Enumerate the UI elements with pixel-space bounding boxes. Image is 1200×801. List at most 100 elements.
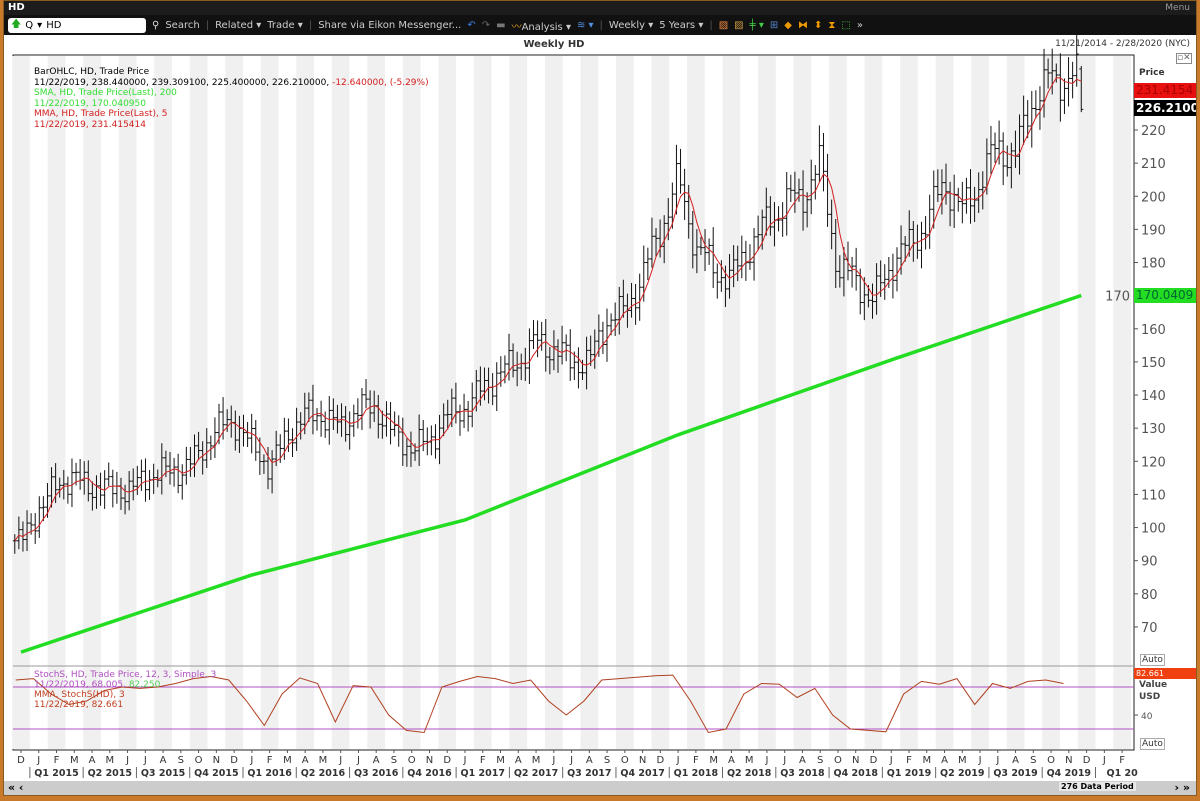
mma-badge: 231.4154 [1134, 83, 1196, 98]
chart-style-icon[interactable]: ▨ [734, 19, 744, 31]
select-icon[interactable]: ⬚ [841, 19, 851, 31]
expand-vertical-icon[interactable]: ⬍ [813, 19, 823, 31]
quarter-label: Q3 2017 [567, 768, 611, 779]
analysis-label: Analysis ▾ [521, 21, 571, 33]
month-label: O [834, 755, 842, 766]
trade-menu[interactable]: Trade ▾ [267, 19, 303, 31]
restore-icon[interactable]: ▫✕ [1176, 53, 1192, 64]
month-stripe [651, 56, 670, 749]
crosshair-icon[interactable]: ╪ ▾ [749, 19, 764, 31]
month-label: A [1012, 755, 1019, 766]
price-tick-label: 170 [1105, 290, 1130, 305]
price-tick-label: 140 [1141, 389, 1166, 404]
legend-mma-values: 11/22/2019, 231.415414 [34, 119, 146, 130]
month-stripe [722, 56, 741, 749]
month-label: A [941, 755, 948, 766]
month-stripe [1006, 56, 1025, 749]
legend-bar-name: BarOHLC, HD, Trade Price [34, 67, 150, 77]
share-button[interactable]: Share via Eikon Messenger... [318, 19, 462, 31]
month-stripe [189, 56, 208, 749]
month-label: J [463, 755, 467, 766]
month-label: J [249, 755, 253, 766]
month-label: F [1119, 755, 1125, 766]
month-label: O [195, 755, 203, 766]
month-stripe [473, 56, 492, 749]
price-tick-label: 80 [1141, 588, 1158, 603]
month-label: J [995, 755, 999, 766]
quarter-label: Q4 2018 [834, 768, 879, 779]
legend-stoch-values: 11/22/2019, 68.005, 82.250 [34, 680, 216, 690]
month-stripe [580, 56, 599, 749]
month-label: M [70, 755, 79, 766]
price-tick-label: 110 [1141, 488, 1166, 503]
month-stripe [1042, 56, 1060, 749]
month-label: M [745, 755, 754, 766]
month-label: S [604, 755, 610, 766]
analysis-menu[interactable]: 〰Analysis ▾ [512, 18, 571, 33]
stoch-auto-button[interactable]: Auto [1140, 738, 1165, 750]
compress-vertical-icon[interactable]: ⧗ [828, 19, 836, 31]
month-label: A [160, 755, 167, 766]
month-label: J [978, 755, 982, 766]
scroll-left-icon[interactable]: « ‹ [8, 781, 24, 794]
month-label: J [1102, 755, 1106, 766]
line-chart-icon[interactable]: ▨ [718, 19, 729, 31]
expand-horizontal-icon[interactable]: ◆ [784, 19, 792, 31]
analysis-icon: 〰 [511, 21, 522, 33]
month-label: S [391, 755, 397, 766]
stoch-unit-label: USD [1139, 692, 1161, 702]
price-tick-label: 200 [1141, 190, 1166, 205]
menu-button[interactable]: Menu [1165, 3, 1190, 13]
price-tick-label: 100 [1141, 522, 1166, 537]
quarter-label: Q2 2017 [514, 768, 558, 779]
quarter-label: Q2 2019 [940, 768, 984, 779]
period-select[interactable]: 5 Years ▾ [659, 19, 704, 31]
search-button[interactable]: Search [165, 19, 200, 31]
interval-select[interactable]: Weekly ▾ [608, 19, 654, 31]
quarter-label: Q4 2017 [620, 768, 664, 779]
month-label: M [319, 755, 328, 766]
price-axis-label: Price [1139, 68, 1165, 78]
related-menu[interactable]: Related ▾ [215, 19, 262, 31]
ric-input[interactable] [46, 19, 127, 31]
dropdown-icon[interactable]: ▾ [37, 19, 43, 31]
zoom-box-icon[interactable]: ⊞ [769, 19, 779, 31]
folder-icon[interactable]: ▬ [496, 19, 506, 31]
price-chart[interactable]: 70 80 90 100 110 120 130 140 150 160 170 180 190 200 2… [0, 0, 1200, 780]
quarter-label: Q3 2016 [354, 768, 399, 779]
month-label: J [125, 755, 129, 766]
month-label: J [356, 755, 360, 766]
month-label: J [551, 755, 555, 766]
month-label: S [817, 755, 823, 766]
quarter-label: Q4 2016 [407, 768, 452, 779]
price-tick-label: 70 [1141, 621, 1158, 636]
quarter-label: Q3 2018 [780, 768, 825, 779]
month-label: M [958, 755, 967, 766]
month-label: N [1065, 755, 1072, 766]
more-icon[interactable]: » [856, 19, 863, 31]
price-auto-button[interactable]: Auto [1140, 654, 1165, 666]
undo-icon[interactable]: ↶ [467, 19, 476, 31]
window-title: HD [8, 2, 25, 13]
horizontal-scrollbar[interactable]: « ‹ 276 Data Period › » [4, 781, 1196, 795]
month-label: J [782, 755, 786, 766]
legend-stoch-value2: 82.250 [128, 680, 161, 690]
month-stripe [83, 56, 101, 749]
month-stripe [900, 56, 918, 749]
month-stripe [367, 56, 386, 749]
quarter-label: Q4 2019 [1047, 768, 1091, 779]
indicators-icon[interactable]: ≋ ▾ [576, 19, 594, 31]
quarter-label: Q1 2017 [461, 768, 505, 779]
redo-icon[interactable]: ↷ [481, 19, 491, 31]
month-label: J [676, 755, 680, 766]
month-label: D [870, 755, 878, 766]
month-stripe [687, 56, 705, 749]
stoch-badge: 82.661 [1134, 668, 1196, 679]
scroll-right-icon[interactable]: › » [1174, 781, 1190, 794]
up-arrow-icon: 🡅 [11, 18, 22, 30]
ric-prefix[interactable]: Q [25, 19, 34, 31]
compress-horizontal-icon[interactable]: ⧓ [797, 19, 808, 31]
month-stripe [829, 56, 847, 749]
quarter-label: Q2 2015 [88, 768, 132, 779]
price-tick-label: 90 [1141, 555, 1158, 570]
